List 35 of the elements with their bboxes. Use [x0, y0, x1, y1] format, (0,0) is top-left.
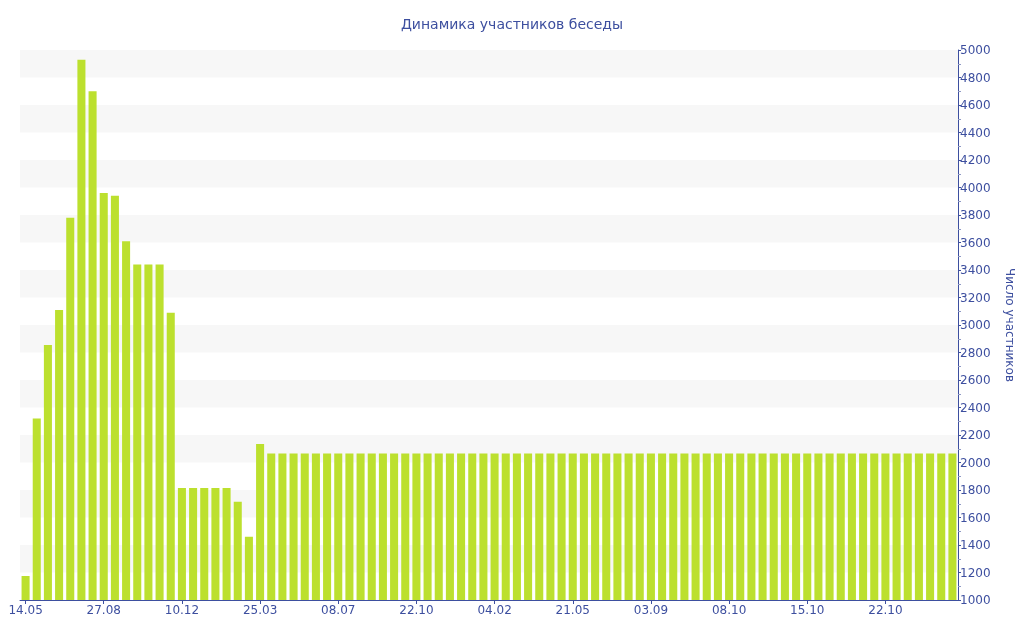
y-tick-label: 1600 — [960, 510, 991, 525]
y-tick-label: 4800 — [960, 70, 991, 85]
y-tick-label: 1400 — [960, 538, 991, 552]
y-tick-label: 4600 — [960, 98, 991, 112]
y-tick-label: 3400 — [960, 263, 991, 277]
y-tick-label: 3800 — [960, 208, 991, 222]
y-tick-label: 2800 — [960, 345, 991, 360]
y-tick-label: 3600 — [960, 235, 991, 250]
y-tick-label: 3000 — [960, 318, 991, 332]
x-tick-label: 22.10 — [399, 603, 434, 617]
x-tick-label: 22.10 — [868, 603, 903, 617]
y-tick-label: 1800 — [960, 483, 991, 497]
y-tick-label: 2400 — [960, 400, 991, 415]
y-tick-label: 3200 — [960, 290, 991, 305]
x-tick-label: 14.05 — [8, 603, 43, 617]
x-tick-label: 03.09 — [633, 603, 669, 617]
y-tick-label: 2000 — [960, 455, 991, 470]
x-tick-label: 21.05 — [555, 603, 590, 617]
y-axis-title: Число участников — [1003, 268, 1017, 382]
x-tick-label: 25.03 — [242, 603, 278, 617]
chart-title: Динамика участников беседы — [400, 16, 624, 32]
y-tick-label: 1000 — [960, 593, 991, 607]
x-tick-label: 15.10 — [790, 603, 825, 617]
x-tick-label: 08.10 — [711, 603, 747, 617]
x-tick-label: 04.02 — [477, 603, 512, 617]
y-tick-label: 2600 — [960, 373, 991, 387]
x-tick-label: 08.07 — [321, 603, 356, 617]
y-tick-label: 4400 — [960, 125, 991, 140]
x-tick-label: 27.08 — [86, 603, 121, 617]
y-tick-label: 2200 — [960, 428, 991, 442]
x-tick-label: 10.12 — [164, 603, 200, 617]
y-tick-label: 4000 — [960, 180, 991, 195]
y-tick-label: 5000 — [960, 43, 991, 57]
y-tick-label: 1200 — [960, 565, 991, 580]
y-tick-label: 4200 — [960, 153, 991, 167]
